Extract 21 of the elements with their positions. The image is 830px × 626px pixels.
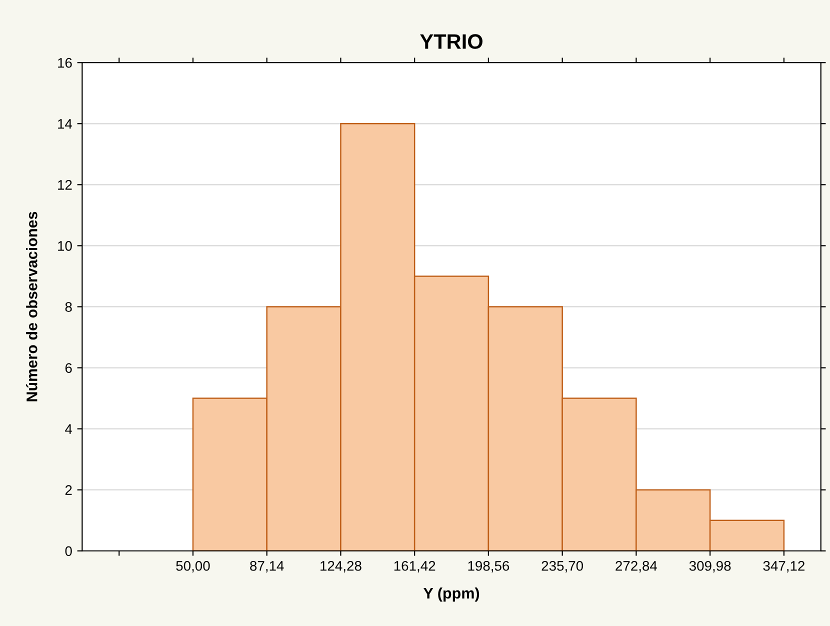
y-tick-label: 16 [58, 58, 72, 68]
x-tick-label: 198,56 [468, 560, 510, 572]
y-tick-label: 10 [58, 241, 72, 251]
x-tick-label: 309,98 [689, 560, 731, 572]
y-tick-label: 14 [58, 119, 72, 129]
x-tick-label: 50,00 [176, 560, 210, 572]
y-tick-label: 8 [65, 302, 72, 312]
y-tick-label: 6 [65, 363, 72, 373]
chart-title: YTRIO [420, 34, 482, 49]
y-tick-label: 4 [65, 424, 72, 434]
y-tick-label: 2 [65, 485, 72, 495]
x-tick-label: 161,42 [394, 560, 436, 572]
x-tick-label: 272,84 [616, 560, 658, 572]
x-tick-label: 235,70 [542, 560, 584, 572]
x-tick-label: 347,12 [763, 560, 804, 572]
x-axis-title: Y (ppm) [423, 587, 480, 602]
x-tick-label: 87,14 [250, 560, 284, 572]
y-tick-label: 0 [65, 546, 72, 556]
y-tick-label: 12 [58, 180, 72, 190]
x-tick-label: 124,28 [320, 560, 362, 572]
y-axis-title: Número de observaciones [26, 212, 38, 402]
